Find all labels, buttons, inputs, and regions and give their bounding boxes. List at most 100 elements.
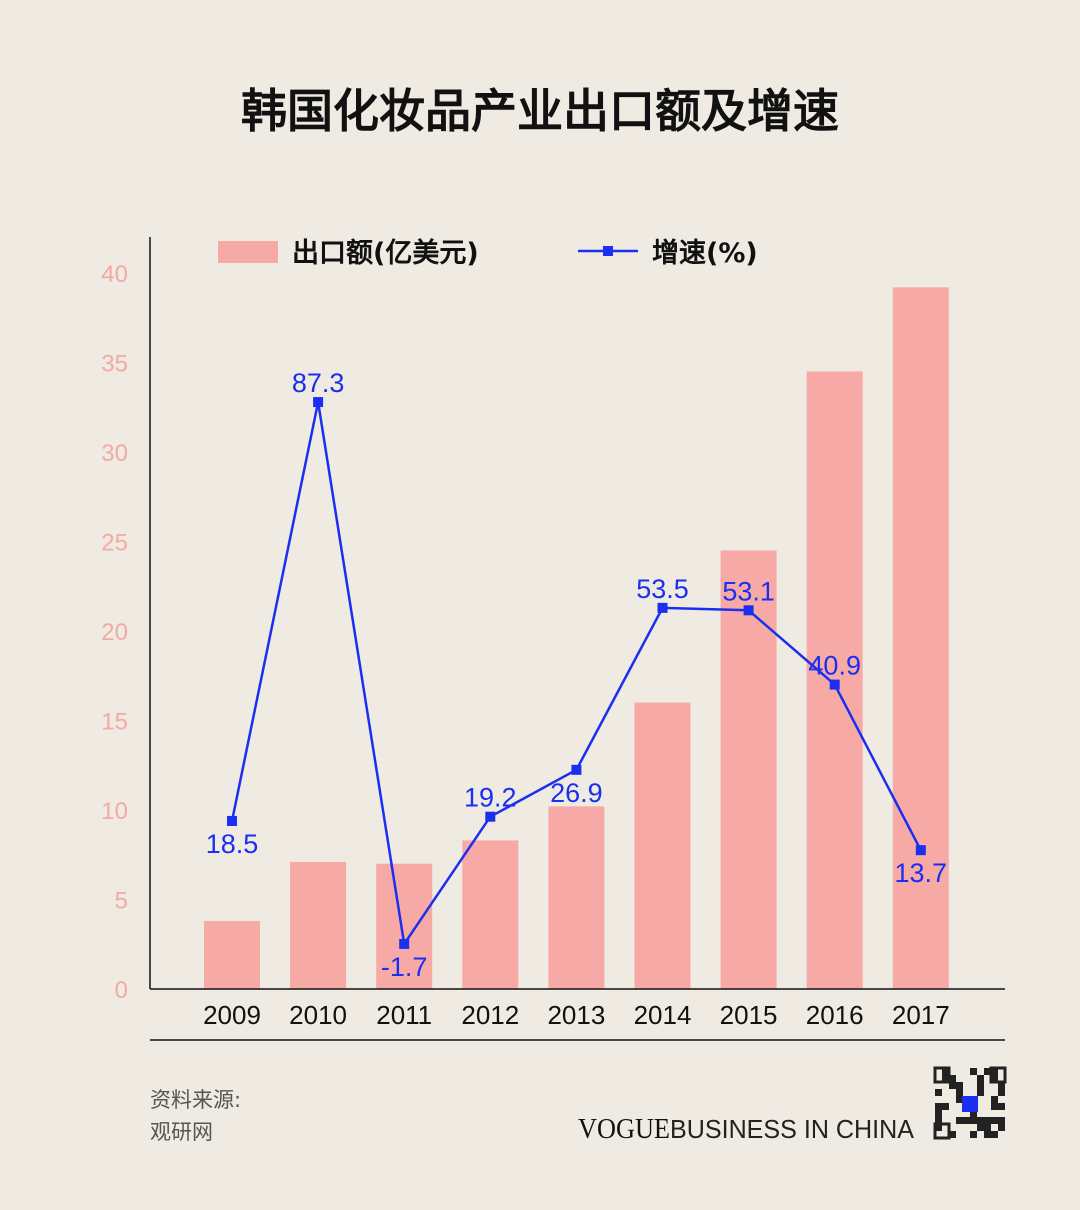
y-tick-label: 15 (101, 709, 128, 736)
qr-module (942, 1068, 949, 1075)
brand-business-in-china: BUSINESS IN CHINA (670, 1114, 915, 1144)
qr-module (984, 1117, 991, 1124)
qr-code (933, 1066, 1007, 1140)
brand-vogue-logo: VOGUE (578, 1114, 670, 1145)
qr-center-logo (962, 1096, 978, 1112)
qr-module (977, 1089, 984, 1096)
qr-module (984, 1068, 991, 1075)
y-tick-label: 20 (101, 619, 128, 646)
qr-module (935, 1117, 942, 1124)
growth-point-2012 (485, 811, 496, 822)
legend-bar-swatch (218, 241, 278, 263)
x-tick-label: 2017 (892, 1000, 950, 1030)
growth-point-2011 (399, 938, 410, 949)
qr-module (956, 1089, 963, 1096)
qr-module (991, 1117, 998, 1124)
qr-module (970, 1117, 977, 1124)
bar-2014 (634, 702, 691, 989)
growth-label: 53.1 (722, 576, 775, 606)
bar-2010 (290, 861, 347, 989)
growth-point-2010 (313, 397, 324, 408)
x-tick-label: 2011 (376, 1000, 432, 1030)
qr-module (935, 1089, 942, 1096)
y-tick-label: 5 (115, 888, 128, 915)
qr-module (991, 1103, 998, 1110)
qr-module (956, 1117, 963, 1124)
qr-module (998, 1089, 1005, 1096)
qr-module (991, 1131, 998, 1138)
qr-module (942, 1103, 949, 1110)
legend-line-label: 增速(%) (652, 237, 758, 269)
legend-line-marker (603, 246, 613, 256)
y-tick-label: 25 (101, 530, 128, 557)
qr-module (949, 1131, 956, 1138)
qr-module (949, 1075, 956, 1082)
growth-label: 87.3 (292, 368, 345, 398)
bar-2015 (720, 550, 777, 989)
bar-2012 (462, 840, 519, 989)
qr-module (956, 1096, 963, 1103)
x-tick-label: 2015 (720, 1000, 778, 1030)
legend: 出口额(亿美元) 增速(%) (218, 237, 758, 269)
bar-2013 (548, 806, 605, 989)
qr-module (970, 1068, 977, 1075)
growth-point-2016 (829, 679, 840, 690)
x-tick-label: 2012 (461, 1000, 519, 1030)
legend-bar-label: 出口额(亿美元) (292, 237, 479, 269)
y-tick-label: 40 (101, 261, 128, 288)
qr-module (935, 1103, 942, 1110)
qr-module (970, 1131, 977, 1138)
qr-module (963, 1117, 970, 1124)
qr-module (977, 1117, 984, 1124)
qr-finder (989, 1066, 1007, 1084)
growth-point-2017 (915, 845, 926, 856)
growth-label: 40.9 (808, 651, 861, 681)
bar-2011 (376, 863, 433, 989)
qr-module (984, 1131, 991, 1138)
qr-module (970, 1110, 977, 1117)
qr-finder (933, 1122, 951, 1140)
growth-point-2009 (227, 815, 237, 826)
growth-point-2015 (743, 605, 754, 616)
qr-module (991, 1075, 998, 1082)
y-tick-label: 35 (101, 351, 128, 378)
x-tick-label: 2010 (289, 1000, 347, 1030)
qr-module (991, 1068, 998, 1075)
qr-module (984, 1124, 991, 1131)
qr-module (977, 1075, 984, 1082)
source-label: 资料来源: (150, 1088, 241, 1112)
x-tick-label: 2009 (203, 1000, 261, 1030)
source-name: 观研网 (150, 1120, 213, 1144)
growth-label: 18.5 (206, 829, 259, 859)
x-tick-label: 2016 (806, 1000, 864, 1030)
qr-module (935, 1124, 942, 1131)
chart-title: 韩国化妆品产业出口额及增速 (241, 84, 839, 138)
bar-2009 (204, 920, 260, 989)
y-tick-label: 0 (115, 977, 128, 1004)
growth-label: 26.9 (550, 778, 603, 808)
growth-label: 53.5 (636, 574, 689, 604)
growth-point-2014 (657, 602, 668, 613)
qr-module (935, 1110, 942, 1117)
y-tick-label: 10 (101, 798, 128, 825)
qr-module (942, 1075, 949, 1082)
qr-finder (933, 1066, 951, 1084)
growth-label: 19.2 (464, 783, 517, 813)
qr-module (977, 1082, 984, 1089)
qr-module (991, 1096, 998, 1103)
qr-module (977, 1124, 984, 1131)
qr-module (949, 1082, 956, 1089)
growth-label: -1.7 (381, 952, 428, 982)
qr-module (956, 1082, 963, 1089)
x-tick-label: 2014 (634, 1000, 692, 1030)
y-tick-label: 30 (101, 440, 128, 467)
qr-module (998, 1117, 1005, 1124)
qr-module (998, 1103, 1005, 1110)
growth-label: 13.7 (895, 858, 948, 888)
growth-point-2013 (571, 764, 582, 775)
qr-module (998, 1082, 1005, 1089)
qr-module (998, 1124, 1005, 1131)
x-tick-label: 2013 (547, 1000, 605, 1030)
bar-2017 (892, 287, 949, 989)
